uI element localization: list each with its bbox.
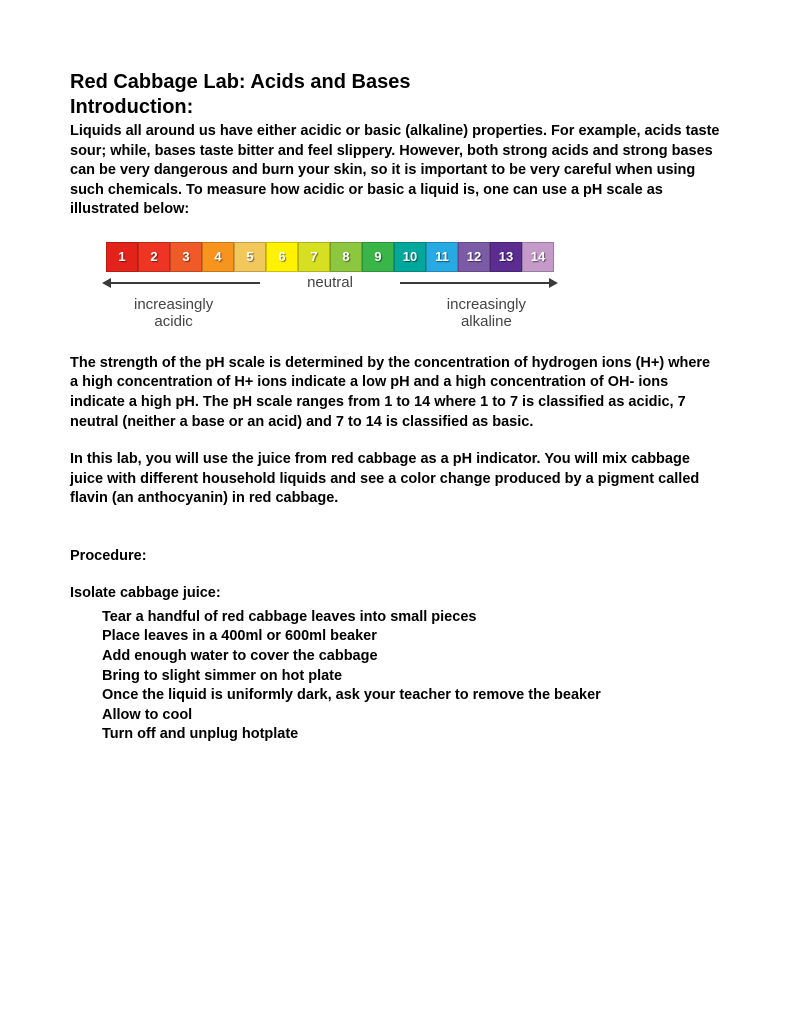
arrow-left-icon: [110, 282, 260, 284]
ph-box-4: 4: [202, 242, 234, 272]
ph-box-5: 5: [234, 242, 266, 272]
ph-box-1: 1: [106, 242, 138, 272]
arrow-right-icon: [400, 282, 550, 284]
strength-paragraph: The strength of the pH scale is determin…: [70, 354, 721, 432]
ph-box-7: 7: [298, 242, 330, 272]
alkaline-label: increasingly alkaline: [447, 296, 526, 331]
procedure-heading: Procedure:: [70, 547, 721, 567]
ph-box-14: 14: [522, 242, 554, 272]
ph-box-6: 6: [266, 242, 298, 272]
procedure-step: Tear a handful of red cabbage leaves int…: [102, 608, 721, 628]
ph-box-8: 8: [330, 242, 362, 272]
page-title-line2: Introduction:: [70, 95, 721, 120]
isolate-heading: Isolate cabbage juice:: [70, 584, 721, 604]
ph-box-11: 11: [426, 242, 458, 272]
ph-scale-boxes: 1234567891011121314: [106, 242, 721, 272]
intro-paragraph: Liquids all around us have either acidic…: [70, 122, 721, 220]
ph-box-13: 13: [490, 242, 522, 272]
ph-scale-diagram: 1234567891011121314 neutral increasingly…: [106, 242, 721, 336]
ph-box-2: 2: [138, 242, 170, 272]
acidic-label-line1: increasingly: [134, 296, 213, 313]
page-title-line1: Red Cabbage Lab: Acids and Bases: [70, 70, 721, 95]
ph-box-9: 9: [362, 242, 394, 272]
ph-scale-arrows: neutral: [106, 276, 554, 294]
acidic-label-line2: acidic: [154, 313, 192, 330]
procedure-step: Place leaves in a 400ml or 600ml beaker: [102, 627, 721, 647]
alkaline-label-line1: increasingly: [447, 296, 526, 313]
ph-scale-labels: increasingly acidic increasingly alkalin…: [106, 296, 554, 336]
neutral-label: neutral: [307, 274, 353, 291]
procedure-step: Add enough water to cover the cabbage: [102, 647, 721, 667]
ph-box-3: 3: [170, 242, 202, 272]
procedure-steps: Tear a handful of red cabbage leaves int…: [70, 608, 721, 745]
procedure-step: Turn off and unplug hotplate: [102, 725, 721, 745]
lab-paragraph: In this lab, you will use the juice from…: [70, 450, 721, 509]
alkaline-label-line2: alkaline: [461, 313, 512, 330]
procedure-step: Bring to slight simmer on hot plate: [102, 667, 721, 687]
procedure-step: Allow to cool: [102, 706, 721, 726]
acidic-label: increasingly acidic: [134, 296, 213, 331]
ph-box-10: 10: [394, 242, 426, 272]
procedure-step: Once the liquid is uniformly dark, ask y…: [102, 686, 721, 706]
ph-box-12: 12: [458, 242, 490, 272]
